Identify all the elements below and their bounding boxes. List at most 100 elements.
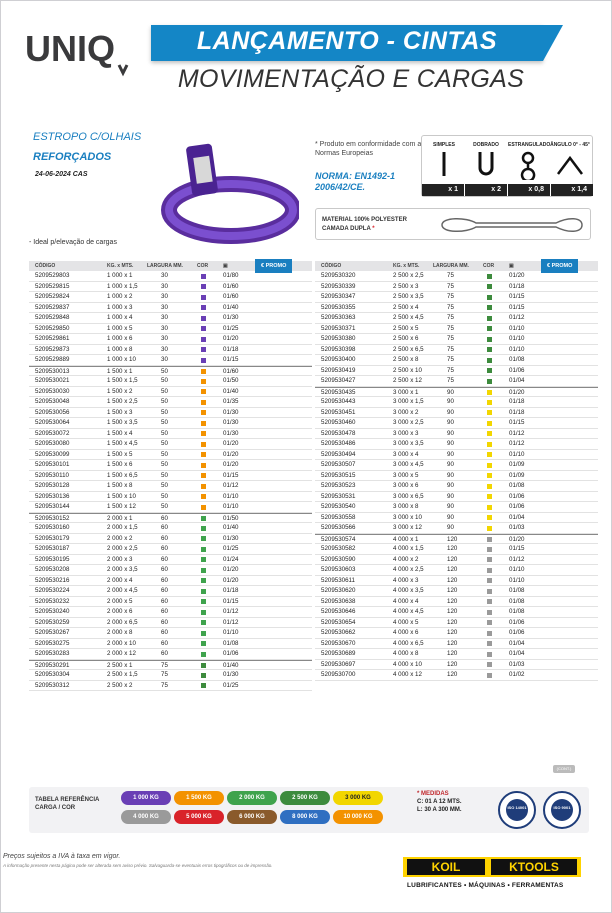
color-swatch <box>201 494 206 499</box>
cell-kg: 2 000 x 1 <box>107 514 133 522</box>
color-swatch <box>487 620 492 625</box>
cell-kg: 1 000 x 6 <box>107 335 133 342</box>
cell-kg: 1 000 x 3 <box>107 303 133 311</box>
legend-pill: 1 000 KG <box>121 791 171 805</box>
table-row: 5209530030 1 500 x 2 50 01/40 <box>29 387 312 397</box>
cell-width: 75 <box>447 377 454 384</box>
cell-kg: 4 000 x 4 <box>393 597 419 605</box>
cell-pack: 01/08 <box>509 356 525 363</box>
cell-code: 5209529861 <box>35 335 70 342</box>
table-row: 5209530486 3 000 x 3,5 90 01/12 <box>315 439 598 450</box>
cell-kg: 3 000 x 1,5 <box>393 398 424 405</box>
cell-pack: 01/40 <box>223 303 239 311</box>
table-row: 5209530540 3 000 x 8 90 01/06 <box>315 502 598 513</box>
cell-pack: 01/20 <box>223 576 239 584</box>
cell-width: 120 <box>447 555 458 563</box>
cell-kg: 1 500 x 10 <box>107 492 136 500</box>
cell-pack: 01/35 <box>223 398 239 405</box>
color-swatch <box>201 672 206 678</box>
table-row: 5209530435 3 000 x 1 90 01/20 <box>315 386 598 397</box>
cell-kg: 4 000 x 2,5 <box>393 566 424 573</box>
cell-pack: 01/10 <box>223 629 239 636</box>
cell-pack: 01/40 <box>223 661 239 669</box>
color-swatch <box>487 630 492 636</box>
cell-code: 5209530064 <box>35 419 70 426</box>
table-row: 5209530646 4 000 x 4,5 120 01/08 <box>315 607 598 618</box>
cell-pack: 01/10 <box>509 566 525 573</box>
cell-code: 5209530136 <box>35 492 70 500</box>
cell-pack: 01/30 <box>223 314 239 321</box>
cell-kg: 4 000 x 3 <box>393 576 419 584</box>
cell-width: 30 <box>161 345 168 353</box>
table-row: 5209530400 2 500 x 8 75 01/08 <box>315 355 598 366</box>
cell-width: 60 <box>161 608 168 615</box>
table-row: 5209529815 1 000 x 1,5 30 01/60 <box>29 282 312 292</box>
table-row: 5209530662 4 000 x 6 120 01/06 <box>315 628 598 639</box>
cell-pack: 01/25 <box>223 681 239 689</box>
cell-pack: 01/12 <box>223 482 239 489</box>
table-row: 5209530240 2 000 x 6 60 01/12 <box>29 607 312 618</box>
cell-pack: 01/10 <box>223 492 239 500</box>
color-swatch <box>201 378 206 384</box>
color-swatch <box>487 651 492 657</box>
color-swatch <box>487 441 492 447</box>
color-swatch <box>201 336 206 342</box>
cell-code: 5209530638 <box>321 597 356 605</box>
use-label: SIMPLES <box>433 142 455 148</box>
cell-width: 90 <box>447 513 454 521</box>
cell-width: 30 <box>161 356 168 363</box>
cell-pack: 01/20 <box>223 440 239 447</box>
color-swatch <box>487 662 492 667</box>
cell-pack: 01/18 <box>223 587 239 594</box>
cell-kg: 3 000 x 3 <box>393 429 419 437</box>
table-row: 5209530427 2 500 x 12 75 01/04 <box>315 376 598 387</box>
color-swatch <box>201 420 206 426</box>
cell-code: 5209529815 <box>35 282 70 290</box>
cell-code: 5209529803 <box>35 272 70 279</box>
norma-text: NORMA: EN1492-1 2006/42/CE. <box>315 171 415 193</box>
page-subtitle: MOVIMENTAÇÃO E CARGAS <box>177 65 525 93</box>
uniq-logo: UNIQ <box>25 28 129 77</box>
usage-icons <box>442 151 583 180</box>
cell-code: 5209530347 <box>321 293 356 300</box>
cell-pack: 01/15 <box>509 419 525 426</box>
cell-width: 75 <box>447 335 454 342</box>
cell-code: 5209530275 <box>35 639 70 647</box>
cell-pack: 01/15 <box>223 471 239 479</box>
cell-width: 50 <box>161 482 168 489</box>
cell-width: 60 <box>161 629 168 636</box>
cell-kg: 1 000 x 8 <box>107 345 133 353</box>
cell-kg: 2 500 x 5 <box>393 324 419 332</box>
cell-pack: 01/25 <box>223 324 239 332</box>
cell-code: 5209530152 <box>35 514 70 522</box>
cell-width: 90 <box>447 440 454 447</box>
cell-pack: 01/30 <box>223 419 239 426</box>
cell-kg: 2 500 x 1,5 <box>107 671 138 678</box>
cell-pack: 01/09 <box>509 471 525 479</box>
cell-code: 5209530216 <box>35 576 70 584</box>
table-row: 5209530304 2 500 x 1,5 75 01/30 <box>29 670 312 681</box>
cell-code: 5209530240 <box>35 608 70 615</box>
cell-code: 5209530494 <box>321 450 356 458</box>
cell-kg: 1 500 x 5 <box>107 450 133 458</box>
cell-width: 120 <box>447 650 458 657</box>
cell-code: 5209530021 <box>35 377 70 384</box>
norma-line1: NORMA: EN1492-1 <box>315 171 396 181</box>
table-row: 5209530101 1 500 x 6 50 01/20 <box>29 460 312 471</box>
color-swatch <box>201 483 206 489</box>
cell-pack: 01/15 <box>223 597 239 605</box>
cell-width: 75 <box>161 661 168 669</box>
table-row: 5209529824 1 000 x 2 30 01/60 <box>29 292 312 303</box>
table-row: 5209530259 2 000 x 6,5 60 01/12 <box>29 618 312 628</box>
cell-width: 60 <box>161 650 168 657</box>
use-label: DOBRADO <box>473 142 499 148</box>
table-row: 5209530216 2 000 x 4 60 01/20 <box>29 576 312 586</box>
cell-code: 5209530540 <box>321 503 356 510</box>
col-code: CÓDIGO <box>321 263 342 269</box>
cell-width: 75 <box>447 282 454 290</box>
cell-pack: 01/25 <box>223 545 239 552</box>
cell-code: 5209530144 <box>35 503 70 510</box>
cell-width: 120 <box>447 639 458 647</box>
cell-pack: 01/10 <box>509 335 525 342</box>
